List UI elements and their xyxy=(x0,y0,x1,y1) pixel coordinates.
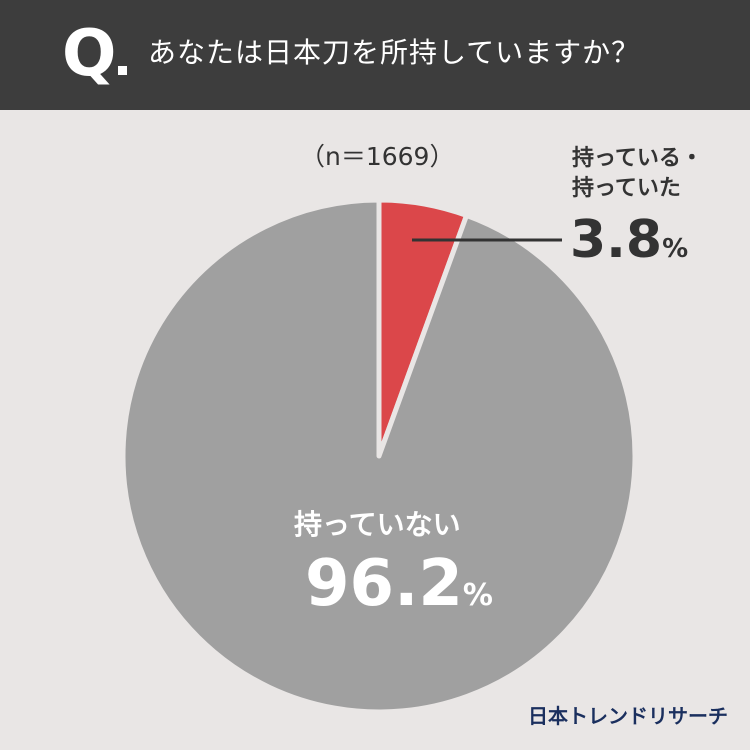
slice-value-owned-number: 3.8 xyxy=(570,210,663,270)
slice-value-owned: 3.8% xyxy=(570,210,688,270)
slice-value-not-owned-number: 96.2 xyxy=(305,547,463,621)
slice-value-not-owned: 96.2% xyxy=(305,546,493,622)
slice-value-not-owned-unit: % xyxy=(462,578,493,613)
q-letter: Q xyxy=(62,17,117,91)
sample-size: （n＝1669） xyxy=(300,142,455,171)
pie-slice-not-owned xyxy=(120,197,638,715)
slice-value-owned-unit: % xyxy=(662,234,689,264)
slice-label-not-owned: 持っていない xyxy=(294,508,461,541)
slice-label-owned-line2: 持っていた xyxy=(572,176,681,201)
slice-label-owned-line1: 持っている・ xyxy=(572,146,703,171)
brand-logo: 日本トレンドリサーチ xyxy=(528,704,728,728)
slice-label-owned: 持っている・ 持っていた xyxy=(572,144,703,204)
question-text: あなたは日本刀を所持していますか？ xyxy=(148,36,641,69)
q-dot xyxy=(118,66,127,75)
question-header: Q あなたは日本刀を所持していますか？ xyxy=(0,0,750,110)
